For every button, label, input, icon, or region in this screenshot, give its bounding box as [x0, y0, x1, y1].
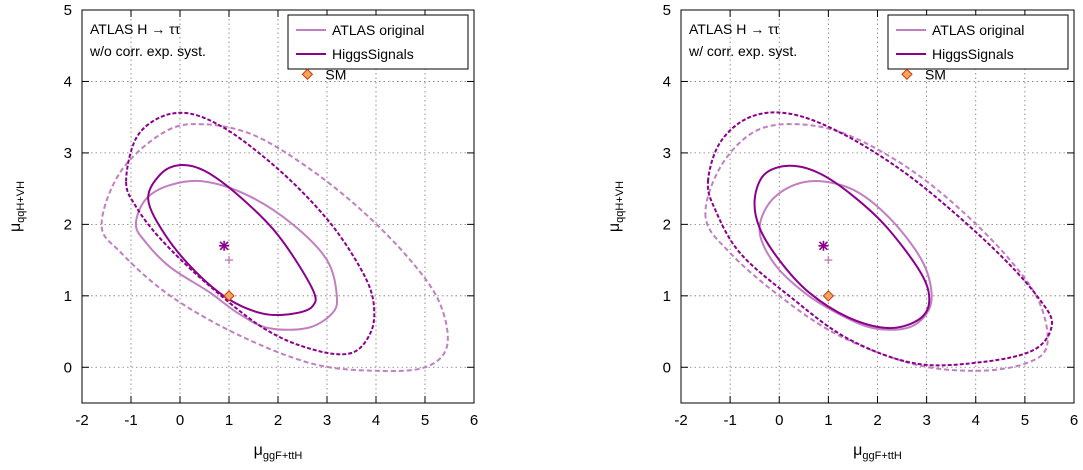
higgssignals-contour-95 [706, 111, 1053, 367]
x-tick-label: 1 [824, 412, 832, 429]
legend-higgssignals-label: HiggsSignals [332, 46, 414, 62]
sm-point-marker [822, 290, 835, 302]
y-tick-label: 3 [663, 145, 671, 162]
x-tick-label: -2 [674, 412, 687, 429]
legend-sm-marker [301, 68, 314, 81]
x-tick-label: 2 [873, 412, 881, 429]
y-tick-label: 2 [663, 216, 671, 233]
legend-atlas-label: ATLAS original [932, 22, 1024, 38]
chart-panel-1: -2 -1 0 1 2 3 4 5 6 0 1 2 3 4 5 μggF+ttH μqqH+VH ATLAS H … [7, 2, 478, 462]
higgssignals-contour-68 [753, 164, 931, 330]
x-tick-label: 6 [470, 412, 478, 429]
y-axis-label: μqqH+VH [7, 181, 27, 232]
x-tick-label: 4 [972, 412, 980, 429]
legend-sm-marker [901, 68, 913, 81]
y-tick-label: 5 [663, 2, 671, 19]
atlas-contour-95 [100, 123, 449, 373]
x-tick-label: -2 [75, 412, 88, 429]
sm-point-marker [223, 290, 235, 302]
y-tick-label: 4 [64, 73, 72, 90]
y-tick-label: 4 [663, 73, 671, 90]
x-tick-label: 0 [775, 412, 783, 429]
y-tick-label: 0 [663, 359, 671, 376]
x-tick-label: -1 [124, 412, 137, 429]
y-tick-label: 1 [663, 288, 671, 305]
x-tick-label: 3 [323, 412, 331, 429]
higgssignals-best-fit-marker [219, 240, 230, 251]
higgssignals-contour-68 [147, 163, 317, 317]
chart-panel-2: -2 -1 0 1 2 3 4 5 6 0 1 2 3 4 5 μggF+ttH μqqH+VH ATLAS H … [606, 2, 1078, 462]
legend-atlas-label: ATLAS original [332, 22, 424, 38]
atlas-best-fit-marker [824, 256, 833, 265]
y-tick-label: 3 [64, 145, 72, 162]
x-tick-label: 5 [421, 412, 429, 429]
legend-box [287, 14, 469, 70]
legend-sm-label: SM [925, 66, 946, 82]
x-axis-label: μggF+ttH [853, 442, 902, 462]
legend-higgssignals-label: HiggsSignals [932, 46, 1014, 62]
x-axis-label: μggF+ttH [254, 442, 303, 462]
legend-sm-label: SM [325, 66, 346, 82]
annotation-title: ATLAS H → ττ [689, 21, 780, 37]
annotation-subtitle: w/o corr. exp. syst. [89, 43, 206, 59]
atlas-contour-68 [758, 180, 933, 331]
y-tick-label: 1 [64, 288, 72, 305]
x-tick-label: 1 [225, 412, 233, 429]
annotation-subtitle: w/ corr. exp. syst. [688, 43, 797, 59]
x-tick-label: -1 [723, 412, 736, 429]
x-tick-label: 6 [1070, 412, 1078, 429]
y-tick-label: 5 [64, 2, 72, 19]
legend-box [887, 14, 1069, 70]
x-tick-label: 4 [372, 412, 380, 429]
x-tick-label: 3 [922, 412, 930, 429]
y-tick-label: 2 [64, 216, 72, 233]
y-axis-label: μqqH+VH [606, 181, 626, 232]
higgssignals-contour-95 [125, 111, 376, 356]
atlas-contour-95 [704, 123, 1049, 372]
x-tick-label: 2 [274, 412, 282, 429]
atlas-best-fit-marker [225, 256, 233, 265]
higgssignals-best-fit-marker [818, 240, 829, 251]
y-tick-label: 0 [64, 359, 72, 376]
x-tick-label: 0 [176, 412, 184, 429]
annotation-title: ATLAS H → ττ [90, 21, 181, 37]
atlas-contour-68 [134, 179, 339, 331]
x-tick-label: 5 [1021, 412, 1029, 429]
